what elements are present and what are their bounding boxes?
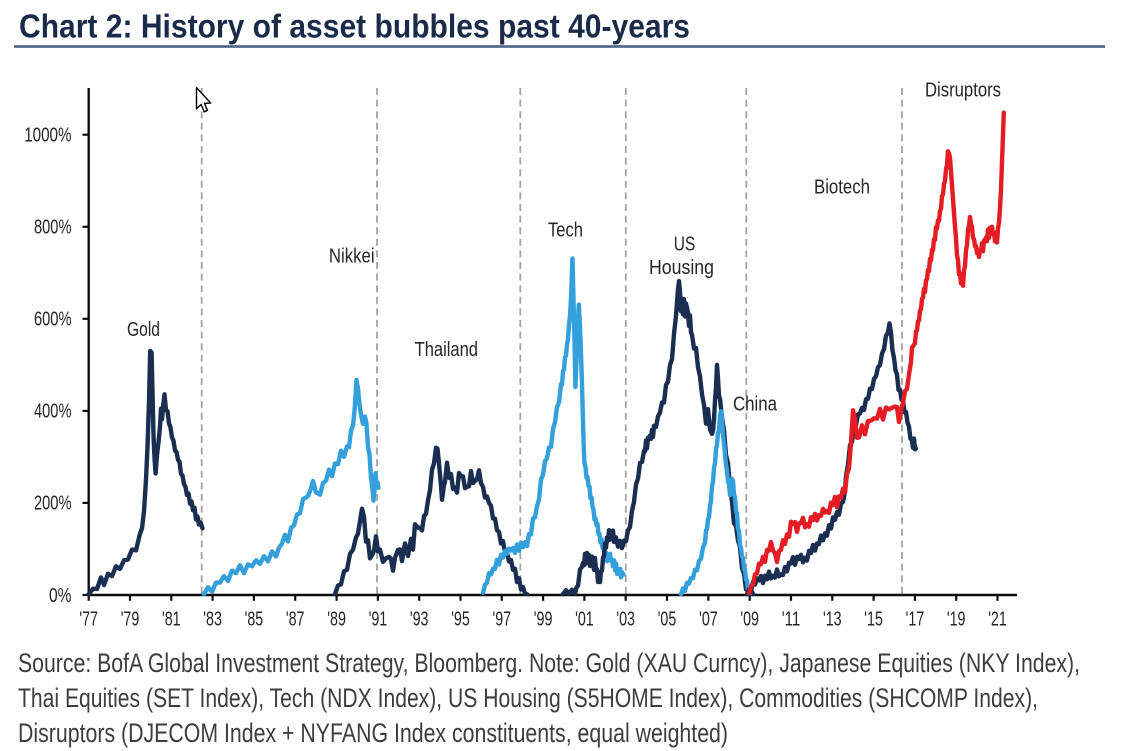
svg-text:'93: '93 bbox=[410, 609, 429, 631]
svg-text:'83: '83 bbox=[203, 609, 222, 631]
svg-text:Disruptors: Disruptors bbox=[925, 80, 1001, 102]
svg-text:'91: '91 bbox=[369, 609, 388, 631]
svg-text:0%: 0% bbox=[49, 585, 72, 607]
svg-text:US: US bbox=[674, 234, 696, 256]
svg-text:'03: '03 bbox=[616, 609, 635, 631]
svg-text:'99: '99 bbox=[534, 609, 553, 631]
svg-text:'01: '01 bbox=[575, 609, 594, 631]
svg-text:China: China bbox=[733, 394, 778, 416]
svg-text:'85: '85 bbox=[245, 609, 264, 631]
svg-text:Thai Equities (SET Index), Tec: Thai Equities (SET Index), Tech (NDX Ind… bbox=[18, 683, 1038, 713]
svg-text:Biotech: Biotech bbox=[814, 177, 870, 199]
svg-text:Gold: Gold bbox=[127, 319, 160, 341]
svg-text:'13: '13 bbox=[823, 609, 842, 631]
svg-text:800%: 800% bbox=[34, 217, 72, 239]
svg-text:Tech: Tech bbox=[548, 220, 583, 242]
svg-text:Thailand: Thailand bbox=[415, 339, 478, 361]
svg-text:'09: '09 bbox=[740, 609, 759, 631]
svg-text:'05: '05 bbox=[658, 609, 677, 631]
svg-text:'21: '21 bbox=[988, 609, 1007, 631]
svg-text:'79: '79 bbox=[121, 609, 140, 631]
svg-text:Disruptors (DJECOM Index + NYF: Disruptors (DJECOM Index + NYFANG Index … bbox=[18, 718, 728, 748]
svg-text:'97: '97 bbox=[493, 609, 512, 631]
svg-text:'87: '87 bbox=[286, 609, 305, 631]
svg-text:'07: '07 bbox=[699, 609, 718, 631]
svg-text:'89: '89 bbox=[327, 609, 346, 631]
svg-text:'81: '81 bbox=[162, 609, 181, 631]
svg-text:'19: '19 bbox=[947, 609, 966, 631]
svg-text:1000%: 1000% bbox=[24, 125, 71, 147]
svg-text:'95: '95 bbox=[451, 609, 470, 631]
svg-text:'15: '15 bbox=[864, 609, 883, 631]
svg-text:400%: 400% bbox=[34, 401, 72, 423]
svg-text:'77: '77 bbox=[79, 609, 98, 631]
svg-text:Source: BofA Global Investment: Source: BofA Global Investment Strategy,… bbox=[18, 648, 1080, 678]
svg-text:'17: '17 bbox=[906, 609, 925, 631]
svg-text:Housing: Housing bbox=[649, 257, 714, 279]
svg-text:200%: 200% bbox=[34, 493, 72, 515]
svg-text:Chart 2: History of asset bubb: Chart 2: History of asset bubbles past 4… bbox=[19, 8, 690, 45]
svg-text:Nikkei: Nikkei bbox=[329, 246, 375, 268]
svg-text:'11: '11 bbox=[782, 609, 801, 631]
svg-text:600%: 600% bbox=[34, 309, 72, 331]
